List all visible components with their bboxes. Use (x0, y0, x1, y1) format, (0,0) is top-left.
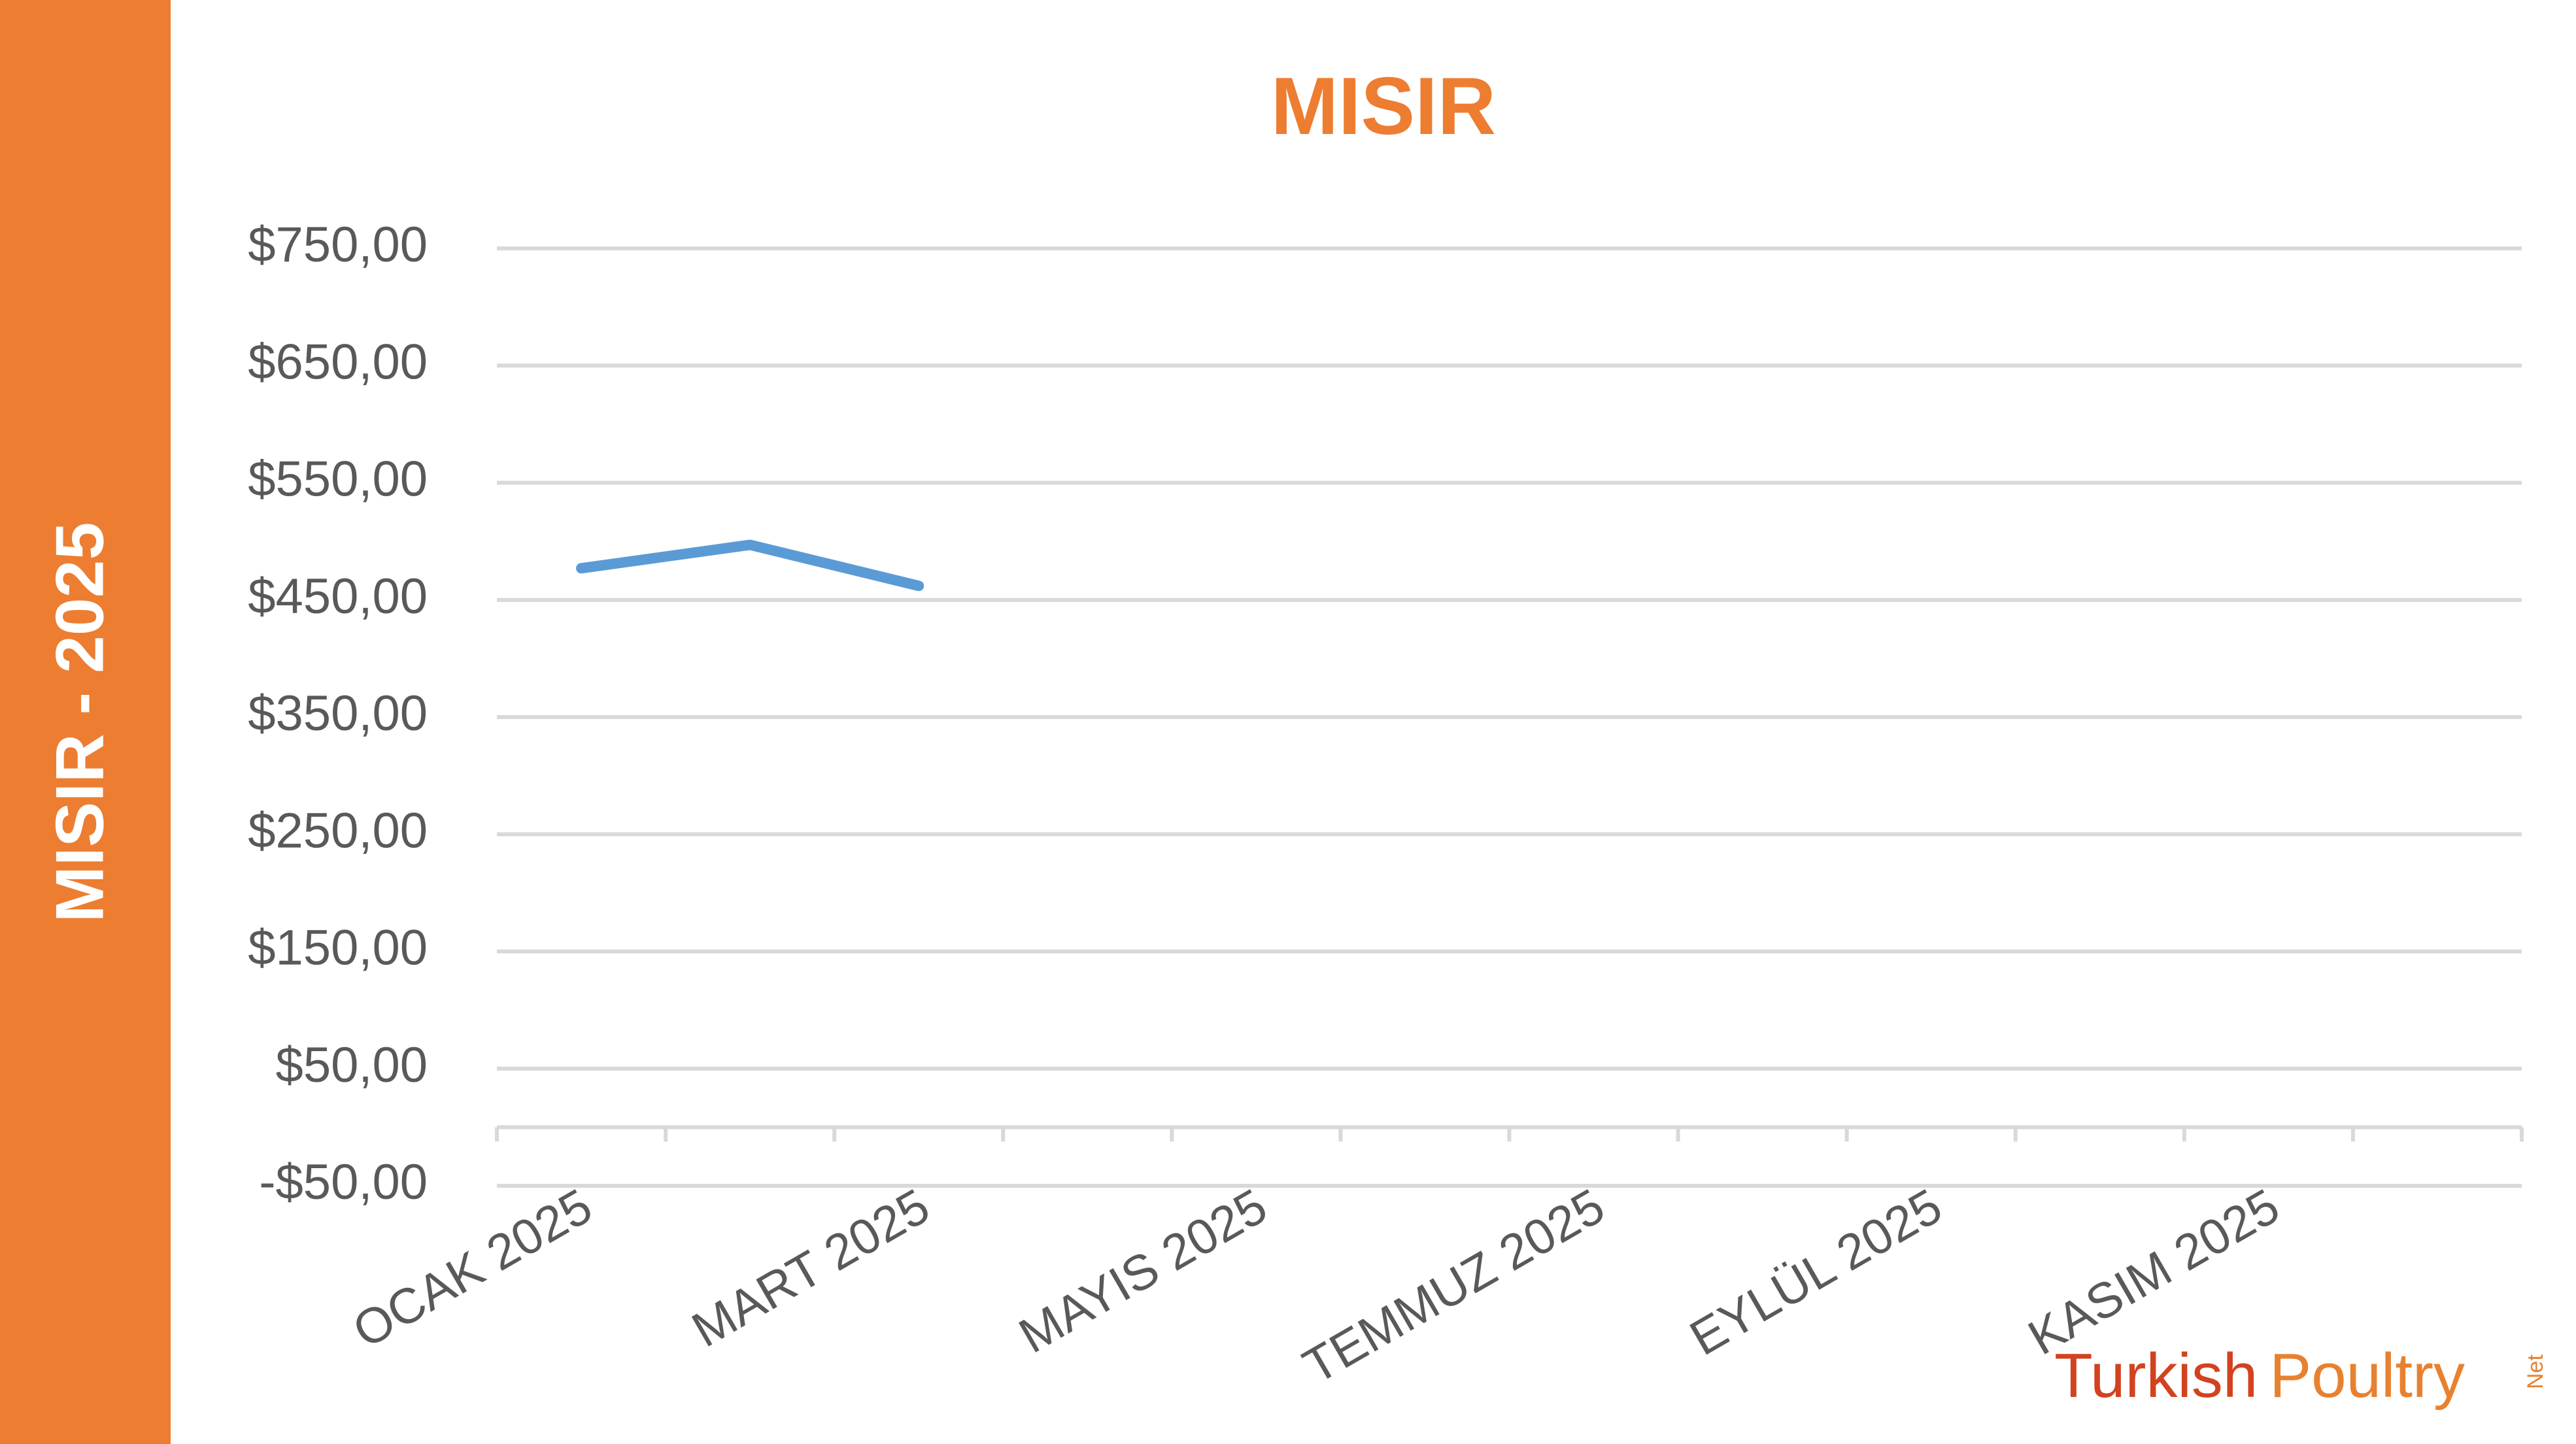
side-label: MISIR - 2025 (42, 522, 118, 923)
side-bar (0, 0, 171, 1444)
y-tick-label: $350,00 (248, 686, 428, 741)
y-tick-label: $50,00 (276, 1037, 428, 1093)
logo-word: Poultry (2269, 1341, 2465, 1411)
y-tick-label: $750,00 (248, 217, 428, 273)
logo-word: Turkish (2054, 1341, 2258, 1411)
logo: Turkish Poultry (2054, 1341, 2465, 1411)
y-tick-label: $250,00 (248, 803, 428, 858)
chart-title: MISIR (1271, 61, 1496, 152)
y-tick-label: $450,00 (248, 569, 428, 624)
line-series (576, 539, 924, 592)
y-tick-label: $150,00 (248, 920, 428, 976)
logo-word: Net (2523, 1354, 2548, 1389)
y-tick-label: $650,00 (248, 334, 428, 390)
y-tick-label: $550,00 (248, 452, 428, 507)
y-tick-label: -$50,00 (259, 1154, 428, 1210)
